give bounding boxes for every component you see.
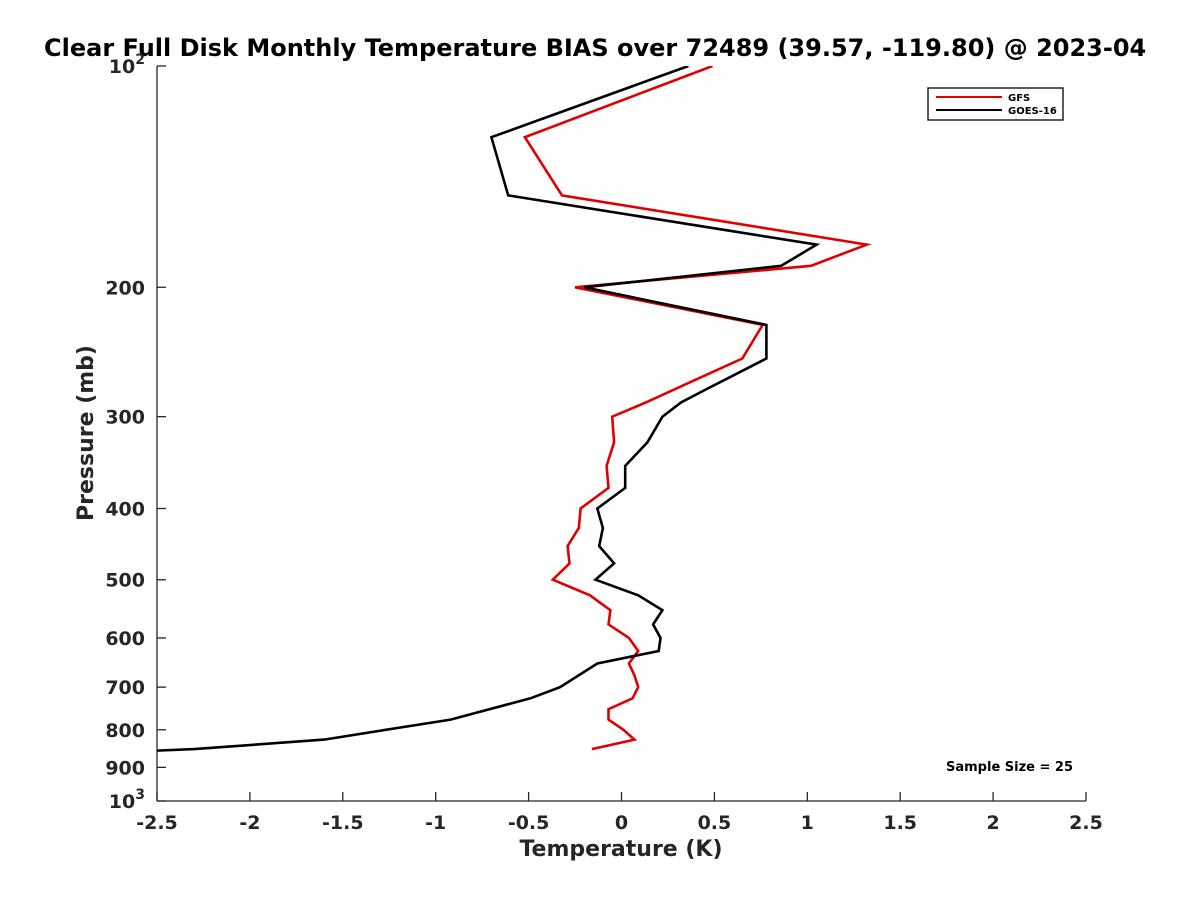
y-tick-label: 800 (105, 720, 145, 742)
y-tick-label-exponent: 103 (109, 787, 145, 813)
y-tick-label: 200 (105, 277, 145, 299)
series-group (157, 66, 872, 752)
x-tick-label: 2 (986, 812, 999, 834)
legend-label-gfs: GFS (1008, 93, 1030, 104)
y-tick-label: 900 (105, 757, 145, 779)
x-tick-label: 1.5 (883, 812, 917, 834)
y-tick-label: 400 (105, 499, 145, 521)
y-tick-label: 300 (105, 407, 145, 429)
legend-box (927, 87, 1064, 121)
x-tick-label: 0.5 (698, 812, 732, 834)
x-axis-label: Temperature (K) (519, 837, 722, 862)
sample-size-annotation: Sample Size = 25 (946, 760, 1073, 775)
x-ticks: -2.5 -2 -1.5 -1 -0.5 0 0.5 1 1.5 2 2.5 (136, 792, 1103, 834)
x-tick-label: 0 (615, 812, 628, 834)
x-tick-label: 2.5 (1069, 812, 1103, 834)
x-tick-label: -2 (239, 812, 260, 834)
series-line-gfs (522, 66, 872, 751)
y-tick-label: 700 (105, 677, 145, 699)
x-tick-label: -1 (425, 812, 446, 834)
legend-label-goes16: GOES-16 (1008, 106, 1057, 117)
x-tick-label: -2.5 (136, 812, 178, 834)
x-tick-label: -1.5 (322, 812, 364, 834)
y-tick-label: 600 (105, 628, 145, 650)
series-line-goes-16 (157, 66, 821, 752)
legend: GFS GOES-16 (927, 87, 1064, 121)
y-ticks: 200 300 400 500 600 700 800 900 102 103 (105, 52, 166, 813)
y-axis-label: Pressure (mb) (74, 345, 99, 521)
y-tick-label: 500 (105, 570, 145, 592)
y-tick-label-exponent: 102 (109, 52, 145, 78)
x-tick-label: 1 (801, 812, 814, 834)
x-tick-label: -0.5 (508, 812, 550, 834)
chart-title: Clear Full Disk Monthly Temperature BIAS… (44, 34, 1146, 62)
